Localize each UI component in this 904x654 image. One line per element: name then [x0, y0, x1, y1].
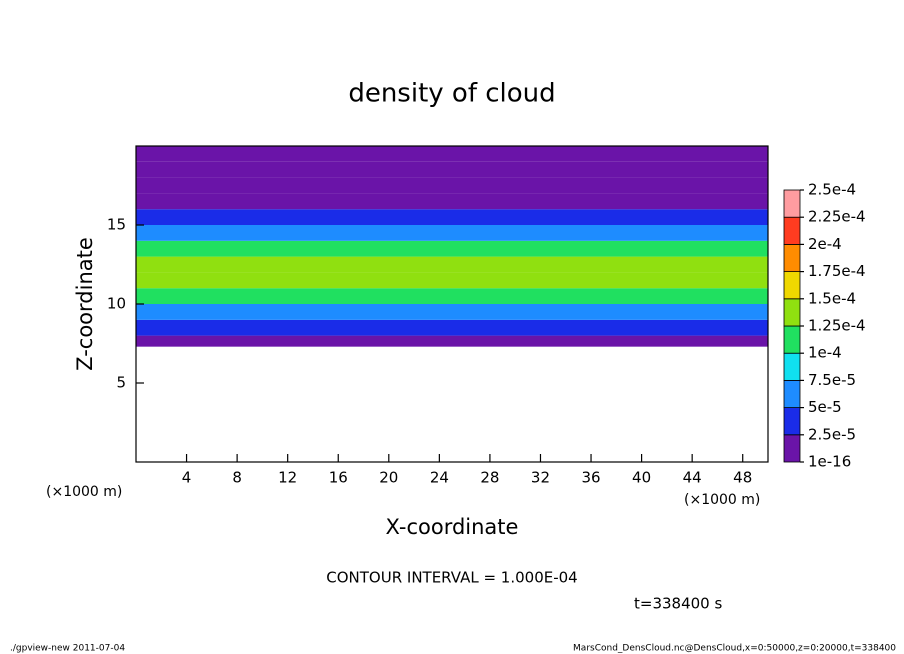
- colorbar-label: 1.25e-4: [808, 317, 866, 335]
- colorbar-label: 7.5e-5: [808, 371, 856, 389]
- colorbar-box: [783, 434, 801, 463]
- contour-interval: CONTOUR INTERVAL = 1.000E-04: [326, 569, 577, 587]
- x-tick-label: 12: [278, 469, 297, 487]
- x-tick-label: 48: [733, 469, 752, 487]
- x-tick-label: 20: [379, 469, 398, 487]
- y-tick-label: 15: [107, 216, 126, 234]
- colorbar-label: 2.25e-4: [808, 208, 866, 226]
- heat-cell: [136, 256, 768, 273]
- colorbar-box: [783, 271, 801, 300]
- heat-cell: [136, 288, 768, 304]
- heat-cell: [136, 319, 768, 336]
- heat-cell: [136, 272, 768, 289]
- heat-cell: [136, 209, 768, 225]
- heat-cell: [136, 335, 768, 347]
- chart-title: density of cloud: [348, 79, 555, 109]
- x-tick-label: 32: [531, 469, 550, 487]
- footer-right: MarsCond_DensCloud.nc@DensCloud,x=0:5000…: [573, 644, 896, 654]
- x-tick-label: 16: [329, 469, 348, 487]
- colorbar-box: [783, 352, 801, 381]
- heat-cell: [136, 240, 768, 257]
- y-axis-label: Z-coordinate: [73, 237, 97, 371]
- colorbar-box: [783, 243, 801, 272]
- y-unit: (×1000 m): [46, 484, 122, 500]
- heat-cell: [136, 161, 768, 178]
- y-tick-label: 10: [107, 295, 126, 313]
- x-tick-label: 44: [683, 469, 702, 487]
- colorbar-box: [783, 189, 801, 218]
- x-tick-label: 28: [480, 469, 499, 487]
- x-tick-label: 8: [232, 469, 242, 487]
- heat-cell: [136, 304, 768, 320]
- time-label: t=338400 s: [634, 595, 722, 613]
- colorbar-label: 1.75e-4: [808, 262, 866, 280]
- colorbar-label: 1.5e-4: [808, 289, 856, 307]
- colorbar-label: 1e-4: [808, 344, 842, 362]
- colorbar-label: 2e-4: [808, 235, 842, 253]
- y-tick-label: 5: [116, 374, 126, 392]
- heat-cell: [136, 177, 768, 194]
- colorbar-label: 5e-5: [808, 398, 842, 416]
- heat-cell: [136, 225, 768, 241]
- colorbar-label: 1e-16: [808, 453, 851, 471]
- x-tick-label: 40: [632, 469, 651, 487]
- colorbar-label: 2.5e-5: [808, 425, 856, 443]
- heat-cell: [136, 146, 768, 162]
- colorbar-label: 2.5e-4: [808, 181, 856, 199]
- x-tick-label: 24: [430, 469, 449, 487]
- x-unit: (×1000 m): [684, 492, 760, 508]
- x-tick-label: 36: [581, 469, 600, 487]
- x-axis-label: X-coordinate: [386, 515, 519, 539]
- colorbar-box: [783, 379, 801, 408]
- colorbar-box: [783, 216, 801, 245]
- footer-left: ./gpview-new 2011-07-04: [10, 644, 125, 654]
- heat-cell: [136, 193, 768, 210]
- colorbar-box: [783, 325, 801, 354]
- x-tick-label: 4: [182, 469, 192, 487]
- colorbar-box: [783, 298, 801, 327]
- colorbar-box: [783, 407, 801, 436]
